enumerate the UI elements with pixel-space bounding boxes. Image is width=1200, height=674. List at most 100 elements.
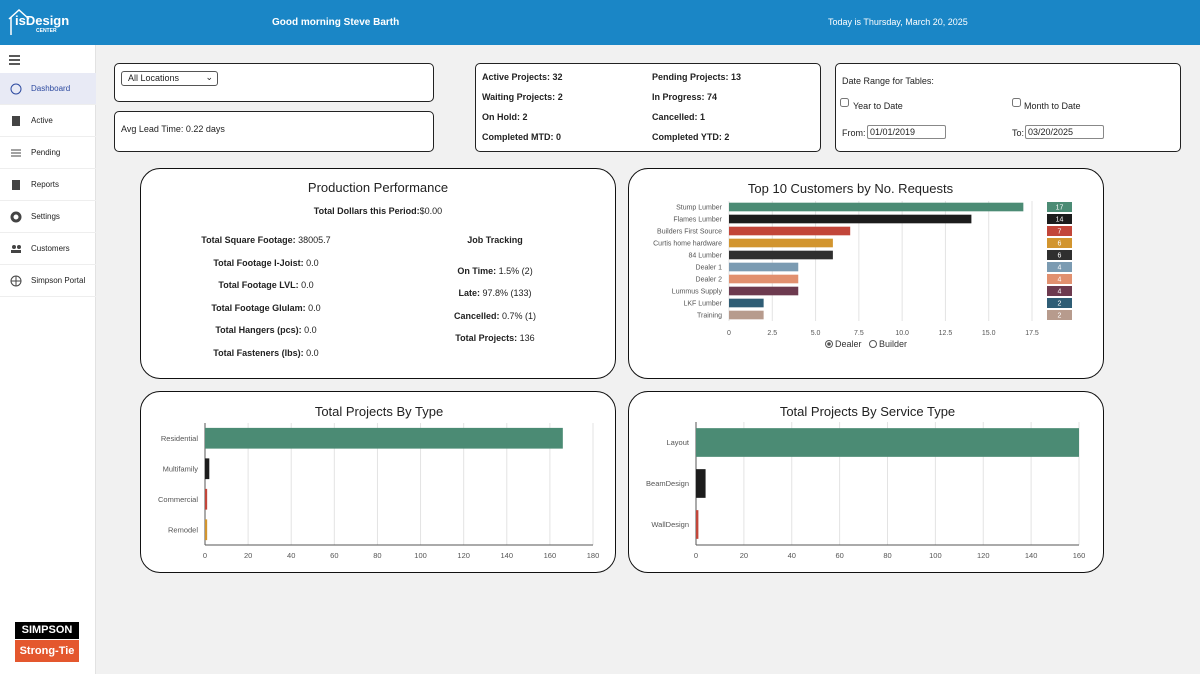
- bar: [729, 310, 764, 320]
- category-label: BeamDesign: [646, 479, 689, 488]
- category-label: 84 Lumber: [689, 253, 723, 260]
- value-label: 4: [1058, 277, 1062, 284]
- nav-item[interactable]: Settings: [0, 201, 96, 233]
- to-value: 03/20/2025: [1028, 127, 1074, 137]
- dollars-label: Total Dollars this Period:: [313, 206, 420, 216]
- header: isDesign CENTER Good morning Steve Barth…: [0, 0, 1200, 45]
- bar: [696, 428, 1079, 457]
- logo: [8, 8, 30, 35]
- logo-text: isDesign: [15, 13, 70, 28]
- nav-item[interactable]: Reports: [0, 169, 96, 201]
- job-item: Total Projects: 136: [455, 333, 534, 343]
- metric: Total Square Footage: 38005.7: [201, 235, 330, 245]
- ytd-checkbox[interactable]: [840, 98, 849, 107]
- bar: [729, 226, 851, 236]
- x-tick-label: 5.0: [811, 330, 821, 337]
- bar: [696, 469, 706, 498]
- job-value: 0.7% (1): [502, 310, 537, 321]
- chart-title: Total Projects By Service Type: [780, 404, 955, 419]
- lead-time: Avg Lead Time: 0.22 days: [121, 124, 225, 134]
- nav-item[interactable]: Simpson Portal: [0, 265, 96, 297]
- metric-label: Total Footage I-Joist:: [213, 257, 304, 268]
- mtd-checkbox[interactable]: [1012, 98, 1021, 107]
- dollars: Total Dollars this Period:$0.00: [314, 206, 442, 216]
- stat-label: Cancelled:: [652, 112, 698, 122]
- stats-box: Active Projects: 32 Pending Projects: 13 W…: [475, 63, 821, 152]
- brand-top: SIMPSON: [15, 622, 79, 639]
- value-label: 7: [1058, 229, 1062, 236]
- nav-item[interactable]: Pending: [0, 137, 96, 169]
- radio[interactable]: [869, 340, 877, 348]
- metric-value: 38005.7: [298, 235, 331, 245]
- radio-dot: [827, 342, 831, 346]
- chart: Total Projects By Type 0 20 40 60 80 100 120 140…: [158, 404, 600, 560]
- category-label: Training: [697, 313, 722, 320]
- value-badge: [1047, 274, 1072, 284]
- x-tick-label: 20: [740, 551, 748, 560]
- category-label: Curtis home hardware: [653, 241, 722, 248]
- stat-value: 32: [552, 72, 563, 82]
- x-tick-label: 40: [788, 551, 796, 560]
- stat-value: 2: [557, 92, 563, 102]
- bar: [205, 519, 208, 541]
- stat: Cancelled: 1: [652, 112, 705, 122]
- stat-value: 1: [700, 112, 706, 122]
- value-badge: [1047, 286, 1072, 296]
- stat-label: Completed MTD:: [482, 132, 554, 142]
- bar: [729, 262, 799, 272]
- from-label: From:: [842, 128, 866, 138]
- bar: [729, 274, 799, 284]
- date-title: Date Range for Tables:: [842, 76, 934, 86]
- production-title: Production Performance: [307, 180, 449, 195]
- job-item: Late: 97.8% (133): [458, 288, 531, 298]
- value-badge: [1047, 310, 1072, 320]
- value-label: 14: [1056, 217, 1064, 224]
- nav-label: Simpson Portal: [31, 276, 86, 285]
- value-label: 4: [1058, 289, 1062, 296]
- x-tick-label: 40: [287, 551, 295, 560]
- nav-label: Dashboard: [31, 84, 71, 93]
- stat-value: 13: [731, 72, 742, 82]
- nav-item[interactable]: Dashboard: [0, 73, 96, 105]
- x-tick-label: 60: [835, 551, 843, 560]
- greeting: Good morning Steve Barth: [272, 17, 400, 28]
- metric-label: Total Hangers (pcs):: [215, 325, 302, 336]
- nav-item[interactable]: Customers: [0, 233, 96, 265]
- x-tick-label: 0: [203, 551, 207, 560]
- to-input[interactable]: 03/20/2025: [1025, 125, 1104, 139]
- metric: Total Hangers (pcs): 0.0: [215, 325, 316, 335]
- stat-value: 0: [556, 132, 562, 142]
- metric: Total Footage I-Joist: 0.0: [213, 258, 318, 268]
- bar: [729, 286, 799, 296]
- value-label: 4: [1058, 265, 1062, 272]
- menu-icon[interactable]: [9, 55, 21, 65]
- x-tick-label: 120: [977, 551, 990, 560]
- production-card: Production Performance Total Dollars thi…: [140, 168, 616, 379]
- bar: [729, 250, 833, 260]
- x-tick-label: 0: [727, 330, 731, 337]
- chart-title: Total Projects By Type: [315, 404, 443, 419]
- category-label: WallDesign: [651, 520, 689, 529]
- to-label: To:: [1012, 128, 1025, 138]
- logo-sub: CENTER: [36, 28, 57, 34]
- job-value: 97.8% (133): [482, 288, 532, 299]
- x-tick-label: 12.5: [939, 330, 953, 337]
- stat: Completed MTD: 0: [482, 132, 561, 142]
- x-tick-label: 15.0: [982, 330, 996, 337]
- metric: Total Footage Glulam: 0.0: [211, 303, 320, 313]
- value-badge: [1047, 262, 1072, 272]
- bar: [205, 427, 563, 449]
- radio-label: Builder: [879, 339, 907, 349]
- nav-item[interactable]: Active: [0, 105, 96, 137]
- stat-label: Waiting Projects:: [482, 92, 556, 102]
- location-select[interactable]: All Locations ⌄: [121, 71, 218, 86]
- x-tick-label: 180: [587, 551, 600, 560]
- metric-label: Total Fasteners (lbs):: [213, 348, 304, 358]
- bar: [205, 488, 208, 510]
- stat-label: Completed YTD:: [652, 132, 722, 142]
- job-value: 136: [519, 332, 535, 343]
- job-label: Total Projects:: [455, 332, 518, 343]
- from-input[interactable]: 01/01/2019: [867, 125, 946, 139]
- lead-box: Avg Lead Time: 0.22 days: [114, 111, 434, 152]
